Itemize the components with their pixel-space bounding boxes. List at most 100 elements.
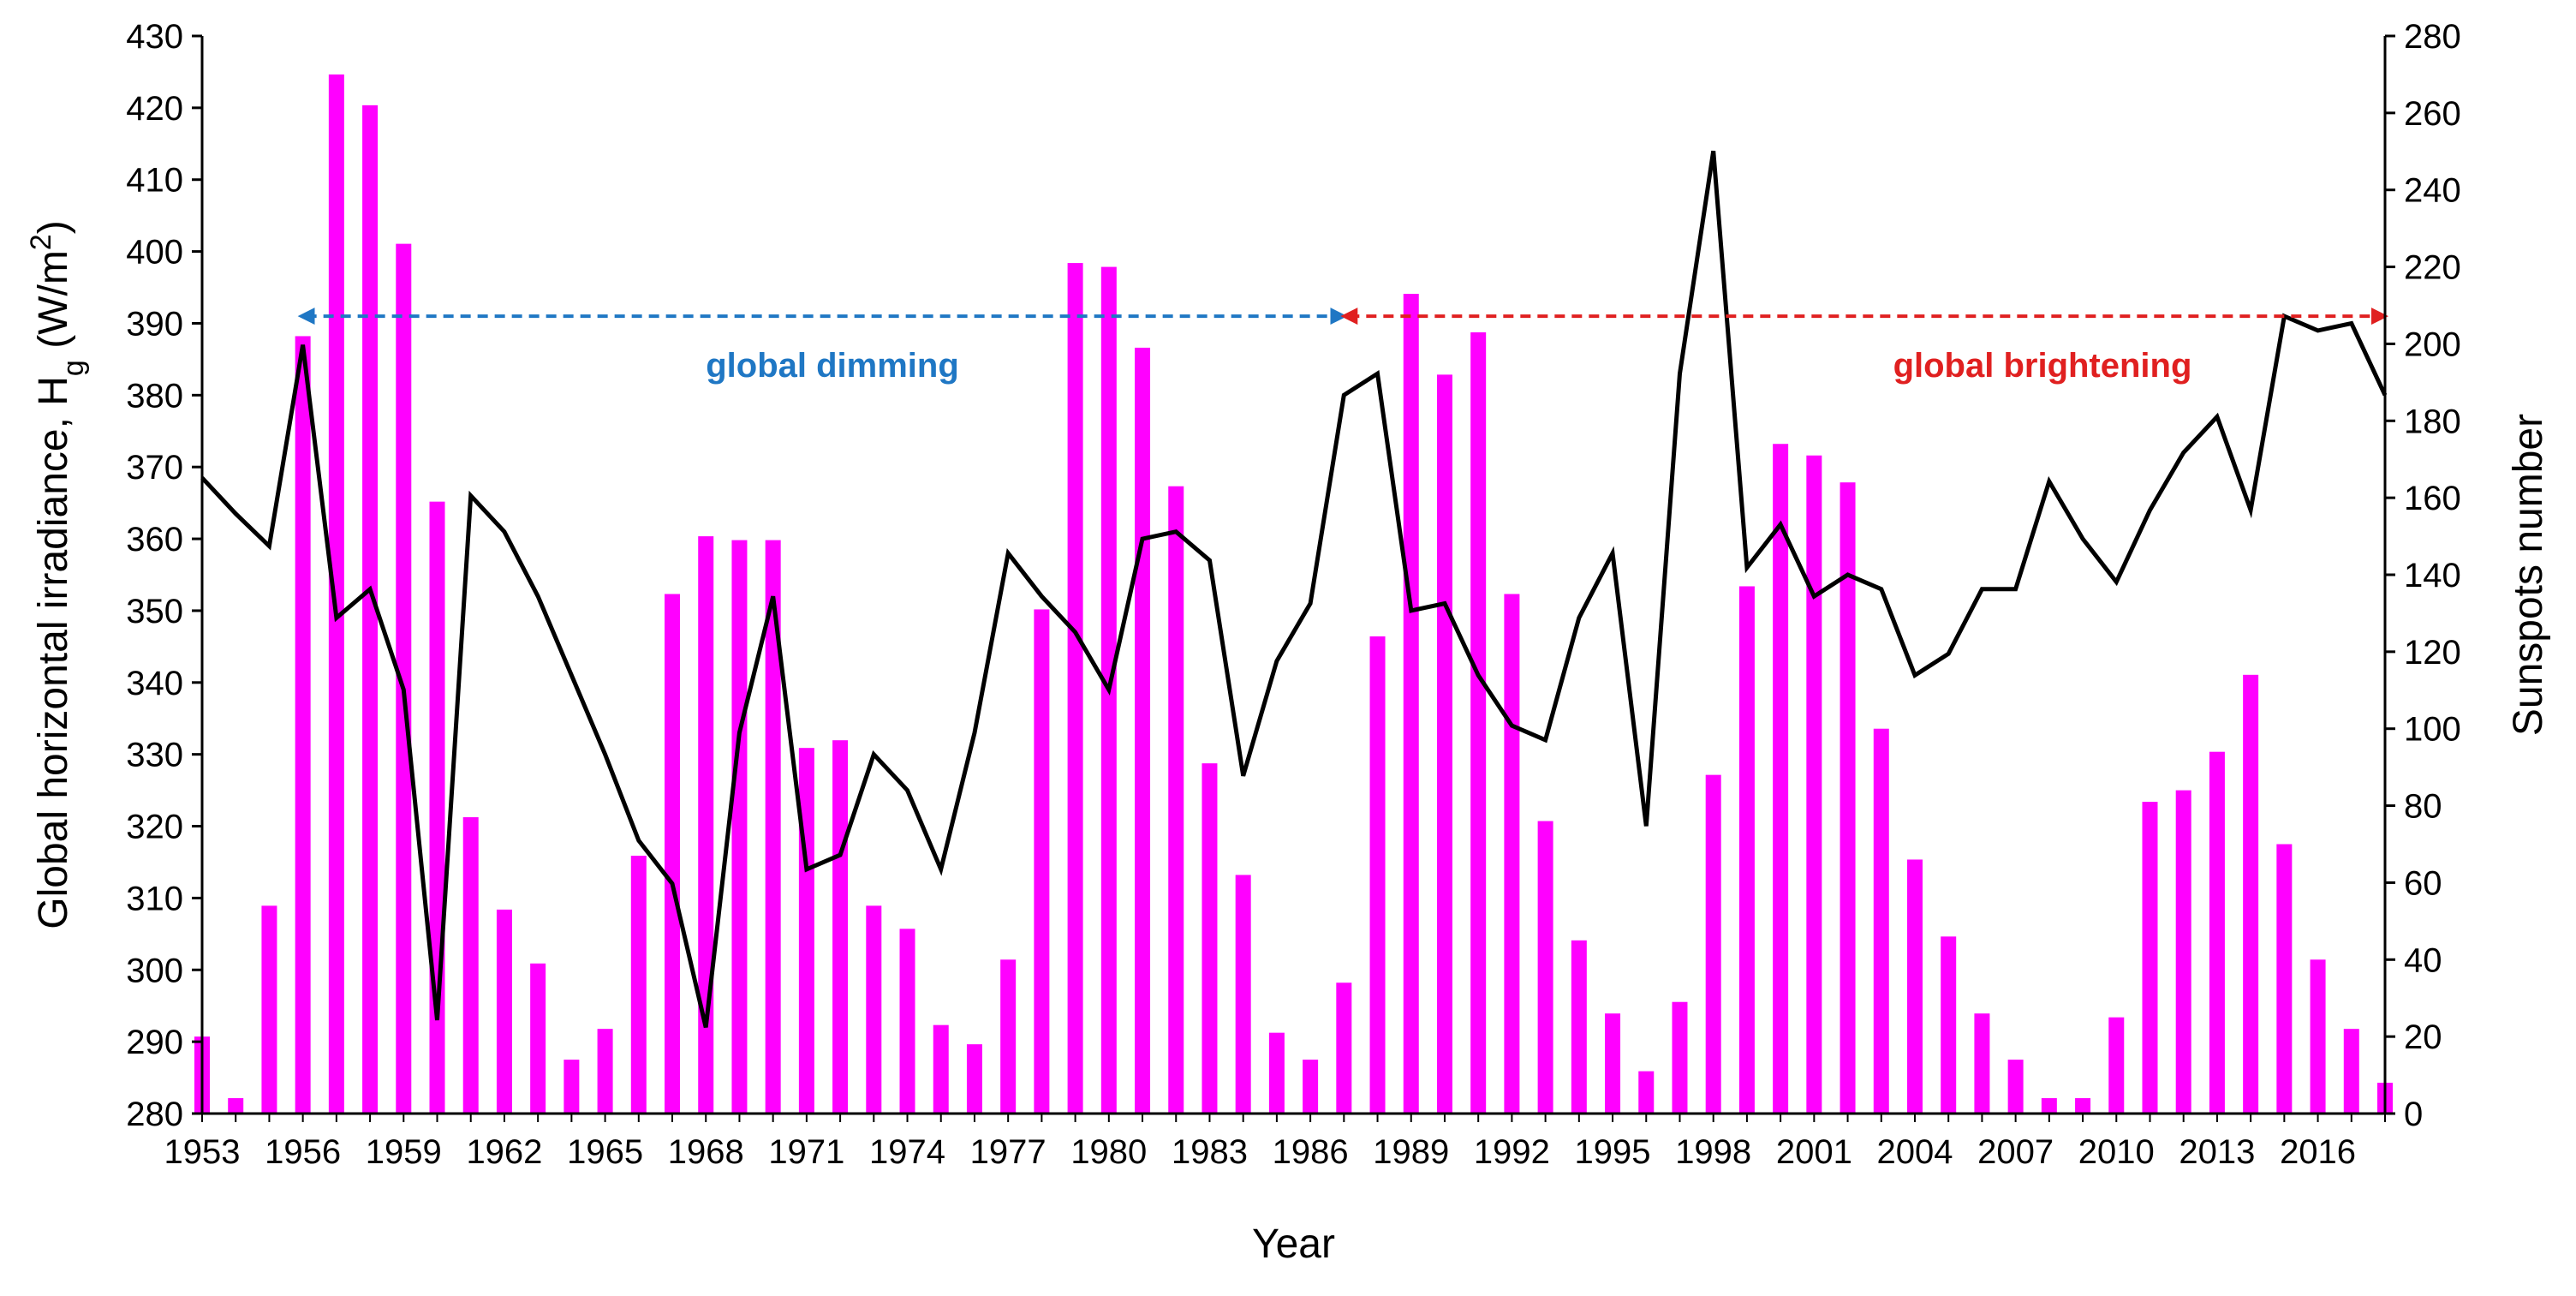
sunspot-bar <box>1303 1060 1319 1114</box>
sunspot-bar <box>866 905 882 1114</box>
y-left-tick-label: 380 <box>126 377 183 415</box>
sunspot-bar <box>1906 859 1923 1114</box>
y-left-tick-label: 290 <box>126 1024 183 1061</box>
sunspot-bar <box>1941 936 1957 1114</box>
sunspot-bar <box>1202 763 1218 1114</box>
sunspot-bar <box>362 105 379 1114</box>
sunspot-bar <box>1974 1013 1990 1114</box>
sunspot-bar <box>228 1098 244 1114</box>
sunspot-bar <box>462 817 479 1114</box>
sunspot-bar <box>832 740 849 1114</box>
sunspot-bars <box>194 74 2393 1114</box>
x-tick-label: 1995 <box>1575 1133 1651 1171</box>
y-right-tick-label: 220 <box>2404 249 2461 287</box>
sunspot-bar <box>328 74 344 1114</box>
annotations: global dimming global brightening <box>297 308 2388 385</box>
sunspot-bar <box>1336 982 1352 1114</box>
sunspot-bar <box>2276 844 2293 1114</box>
sunspot-bar <box>2108 1017 2125 1114</box>
sunspot-bar <box>1571 940 1587 1114</box>
y-left-tick-label: 430 <box>126 18 183 56</box>
y-left-tick-label: 360 <box>126 521 183 558</box>
x-tick-label: 1971 <box>768 1133 844 1171</box>
sunspot-bar <box>1537 821 1553 1114</box>
y-right-tick-label: 180 <box>2404 403 2461 440</box>
y-right-tick-label: 40 <box>2404 941 2442 979</box>
sunspot-bar <box>1806 455 1822 1114</box>
sunspot-bar <box>1235 875 1251 1114</box>
y-left-tick-label: 370 <box>126 449 183 487</box>
sunspot-bar <box>1369 636 1386 1114</box>
sunspot-bar <box>899 929 915 1114</box>
x-tick-label: 2013 <box>2179 1133 2255 1171</box>
sunspot-bar <box>798 748 814 1114</box>
sunspot-bar <box>2209 751 2225 1114</box>
sunspot-bar <box>2041 1098 2057 1114</box>
sunspot-bar <box>630 855 647 1114</box>
x-tick-label: 1986 <box>1273 1133 1349 1171</box>
sunspot-bar <box>1605 1013 1621 1114</box>
sunspot-bar <box>1773 444 1789 1114</box>
sunspot-bar <box>1436 374 1452 1114</box>
sunspot-bar <box>1672 1001 1688 1114</box>
irradiance-line-layer <box>200 150 2388 1028</box>
sunspot-bar <box>698 536 714 1114</box>
y-right-tick-label: 60 <box>2404 864 2442 902</box>
sunspot-bar <box>2310 959 2326 1114</box>
sunspot-bar <box>1504 594 1520 1114</box>
sunspot-bar <box>1135 347 1151 1114</box>
sunspot-bar <box>1268 1032 1285 1114</box>
sunspot-bar <box>2142 802 2158 1114</box>
x-tick-label: 1977 <box>970 1133 1046 1171</box>
x-tick-label: 1998 <box>1675 1133 1751 1171</box>
sunspot-bar <box>1000 959 1017 1114</box>
global-dimming-label: global dimming <box>706 347 959 385</box>
y-left-title-main: Global horizontal irradiance, H <box>31 376 76 929</box>
y-right-tick-label: 100 <box>2404 711 2461 749</box>
x-tick-label: 2016 <box>2280 1133 2356 1171</box>
y-left-tick-label: 340 <box>126 665 183 702</box>
y-right-tick-label: 0 <box>2404 1096 2423 1133</box>
y-right-axis-title: Sunspots number <box>2506 414 2551 736</box>
x-tick-label: 1980 <box>1070 1133 1147 1171</box>
y-right-tick-label: 20 <box>2404 1018 2442 1056</box>
sunspot-bar <box>1840 482 1856 1114</box>
sunspot-bar <box>597 1029 613 1114</box>
y-left-title-superscript: 2 <box>25 234 57 250</box>
sunspot-bar <box>1738 586 1755 1114</box>
x-tick-label: 1959 <box>366 1133 442 1171</box>
sunspot-bar <box>665 594 681 1114</box>
sunspot-bar <box>2007 1060 2024 1114</box>
y-left-tick-label: 420 <box>126 90 183 128</box>
sunspot-bar <box>429 501 445 1114</box>
x-axis-title: Year <box>1252 1221 1335 1267</box>
x-tick-label: 1983 <box>1172 1133 1248 1171</box>
y-right-tick-label: 160 <box>2404 480 2461 517</box>
y-left-title-units: (W/m <box>31 250 76 360</box>
sunspot-bar <box>261 905 277 1114</box>
x-tick-label: 2001 <box>1776 1133 1852 1171</box>
x-tick-label: 1992 <box>1474 1133 1550 1171</box>
y-left-tick-label: 390 <box>126 305 183 343</box>
x-tick-label: 1953 <box>164 1133 241 1171</box>
y-left-tick-label: 400 <box>126 234 183 272</box>
y-right-tick-label: 80 <box>2404 788 2442 826</box>
sunspot-bar <box>1403 294 1419 1114</box>
sunspot-bar <box>295 336 311 1114</box>
x-tick-label: 1956 <box>265 1133 341 1171</box>
y-left-tick-label: 300 <box>126 952 183 989</box>
sunspot-bar <box>564 1060 580 1114</box>
y-left-tick-label: 350 <box>126 593 183 630</box>
y-left-tick-label: 410 <box>126 162 183 200</box>
x-tick-label: 1989 <box>1373 1133 1449 1171</box>
y-left-tick-label: 310 <box>126 880 183 917</box>
sunspot-bar <box>1034 609 1050 1114</box>
sunspot-bar <box>1873 728 1889 1114</box>
x-tick-label: 2004 <box>1876 1133 1953 1171</box>
y-right-tick-label: 240 <box>2404 172 2461 210</box>
y-left-tick-label: 330 <box>126 737 183 774</box>
sunspot-bar <box>966 1044 982 1114</box>
y-right-tick-label: 280 <box>2404 18 2461 56</box>
y-left-axis-title: Global horizontal irradiance, Hg (W/m2) <box>25 220 90 929</box>
